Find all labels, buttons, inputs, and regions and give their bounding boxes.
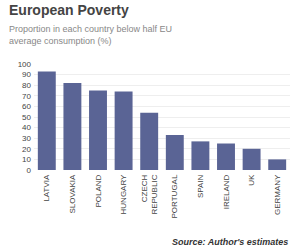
svg-text:40: 40 [22, 123, 31, 132]
svg-text:European Poverty: European Poverty [9, 2, 129, 18]
svg-text:0: 0 [27, 166, 32, 175]
svg-text:CZECHREPUBLIC: CZECHREPUBLIC [140, 174, 159, 214]
svg-text:IRELAND: IRELAND [222, 174, 231, 209]
svg-text:SPAIN: SPAIN [196, 174, 205, 198]
svg-text:80: 80 [22, 81, 31, 90]
svg-text:10: 10 [22, 155, 31, 164]
svg-text:SLOVAKIA: SLOVAKIA [68, 174, 77, 214]
svg-text:70: 70 [22, 92, 31, 101]
svg-text:UK: UK [247, 174, 256, 186]
svg-text:Proportion in each country bel: Proportion in each country below half EU… [9, 24, 172, 46]
svg-text:POLAND: POLAND [94, 174, 103, 207]
svg-text:Source: Author's estimates: Source: Author's estimates [172, 237, 288, 247]
svg-text:90: 90 [22, 70, 31, 79]
svg-text:100: 100 [18, 60, 32, 69]
svg-text:HUNGARY: HUNGARY [119, 174, 128, 215]
svg-text:LATVIA: LATVIA [42, 174, 51, 202]
svg-text:GERMANY: GERMANY [273, 174, 282, 215]
svg-text:PORTUGAL: PORTUGAL [170, 174, 179, 218]
svg-text:50: 50 [22, 113, 31, 122]
svg-text:30: 30 [22, 134, 31, 143]
svg-text:20: 20 [22, 145, 31, 154]
svg-text:60: 60 [22, 102, 31, 111]
